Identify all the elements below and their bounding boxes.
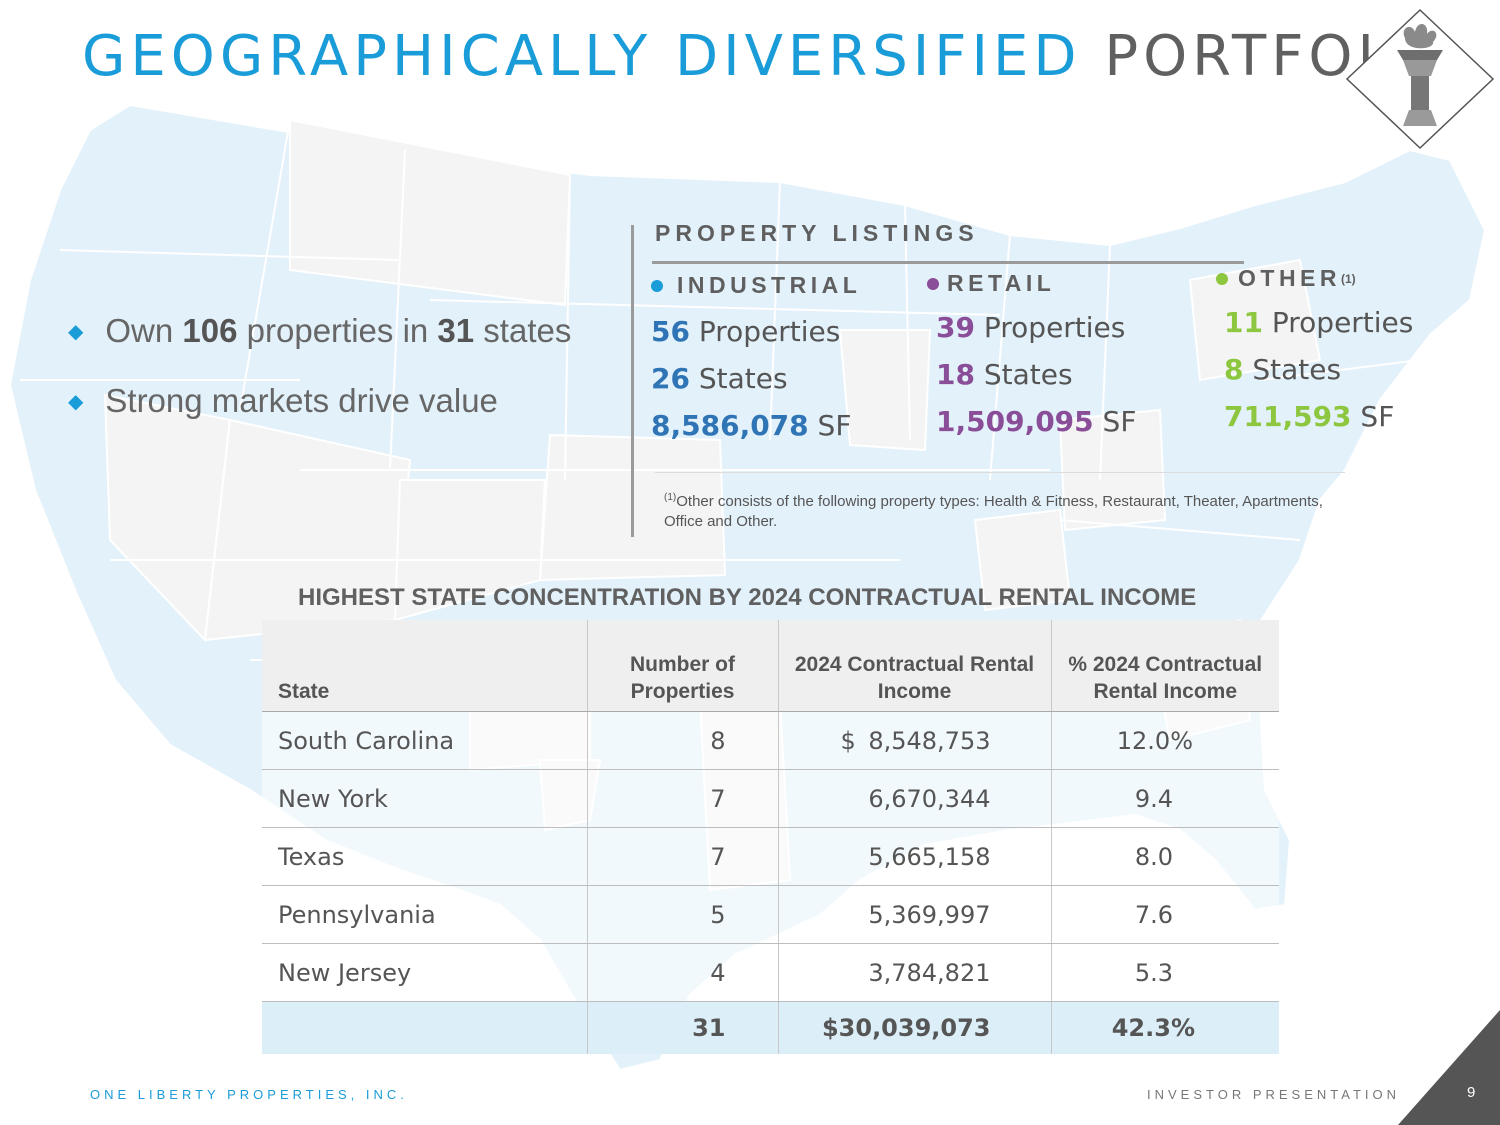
table-row: New Jersey 4 3,784,821 5.3: [262, 943, 1279, 1002]
cell-state: Texas: [262, 827, 587, 886]
cell-count: 5: [586, 885, 778, 944]
retail-sf: 1,509,095 SF: [936, 405, 1137, 438]
industrial-sf: 8,586,078 SF: [651, 409, 852, 442]
bullet-properties-text: Own 106 properties in 31 states: [105, 312, 572, 349]
industrial-column: INDUSTRIAL 56 Properties 26 States 8,586…: [651, 272, 861, 442]
cell-state: New Jersey: [262, 943, 587, 1002]
diamond-bullet-icon: ◆: [68, 390, 84, 413]
footer-presentation: INVESTOR PRESENTATION: [1147, 1087, 1401, 1102]
cell-state: Pennsylvania: [262, 885, 587, 944]
retail-properties: 39 Properties: [936, 311, 1126, 344]
retail-states: 18 States: [936, 358, 1073, 391]
key-points: ◆ Own 106 properties in 31 states ◆ Stro…: [68, 312, 571, 452]
table-title: HIGHEST STATE CONCENTRATION BY 2024 CONT…: [298, 584, 1197, 611]
retail-dot-icon: [927, 277, 939, 290]
cell-pct: 7.6: [1050, 885, 1279, 944]
listings-divider: [631, 225, 634, 537]
industrial-states: 26 States: [651, 362, 788, 395]
total-count: 31: [586, 1001, 778, 1054]
cell-count: 7: [586, 769, 778, 828]
other-states: 8 States: [1224, 353, 1342, 386]
retail-heading: RETAIL: [927, 270, 1136, 297]
corner-triangle: [1398, 1010, 1500, 1125]
state-concentration-table: State Number of Properties 2024 Contract…: [262, 620, 1279, 1054]
cell-count: 4: [586, 943, 778, 1002]
page-number: 9: [1467, 1084, 1476, 1101]
cell-income: $8,548,753: [777, 711, 1051, 770]
total-income: $30,039,073: [777, 1001, 1051, 1054]
other-properties: 11 Properties: [1224, 306, 1414, 339]
cell-pct: 8.0: [1050, 827, 1279, 886]
bullet-properties: ◆ Own 106 properties in 31 states: [68, 312, 571, 350]
cell-state: South Carolina: [262, 711, 587, 770]
cell-income: 6,670,344: [777, 769, 1051, 828]
cell-count: 8: [586, 711, 778, 770]
header-state: State: [262, 620, 587, 712]
other-heading: OTHER (1): [1216, 265, 1413, 292]
industrial-heading: INDUSTRIAL: [651, 272, 861, 299]
header-rental-income: 2024 Contractual Rental Income: [777, 620, 1051, 712]
other-dot-icon: [1216, 272, 1228, 285]
bullet-markets-text: Strong markets drive value: [105, 382, 498, 419]
header-number-of-properties: Number of Properties: [586, 620, 778, 712]
industrial-properties: 56 Properties: [651, 315, 841, 348]
cell-pct: 9.4: [1050, 769, 1279, 828]
table-total-row: 31 $30,039,073 42.3%: [262, 1001, 1279, 1054]
other-sf: 711,593 SF: [1224, 400, 1395, 433]
page-title: GEOGRAPHICALLY DIVERSIFIED PORTFOLIO: [82, 24, 1464, 89]
other-column: OTHER (1) 11 Properties 8 States 711,593 …: [1216, 265, 1413, 433]
cell-income: 5,369,997: [777, 885, 1051, 944]
footer-company: ONE LIBERTY PROPERTIES, INC.: [90, 1087, 408, 1102]
listings-rule: [652, 261, 1244, 264]
cell-income: 5,665,158: [777, 827, 1051, 886]
footnote: (1)Other consists of the following prope…: [664, 492, 1323, 530]
listings-title: PROPERTY LISTINGS: [655, 220, 979, 246]
cell-pct: 5.3: [1050, 943, 1279, 1002]
total-label: [262, 1001, 587, 1054]
table-row: Texas 7 5,665,158 8.0: [262, 827, 1279, 886]
bullet-markets: ◆ Strong markets drive value: [68, 382, 571, 420]
header-pct-rental-income: % 2024 Contractual Rental Income: [1050, 620, 1279, 712]
retail-column: RETAIL 39 Properties 18 States 1,509,095…: [927, 270, 1136, 438]
table-header-row: State Number of Properties 2024 Contract…: [262, 620, 1279, 712]
table-row: South Carolina 8 $8,548,753 12.0%: [262, 711, 1279, 770]
diamond-bullet-icon: ◆: [68, 320, 84, 343]
footnote-divider: [655, 472, 1345, 473]
title-highlight: GEOGRAPHICALLY DIVERSIFIED: [82, 24, 1082, 89]
table-row: New York 7 6,670,344 9.4: [262, 769, 1279, 828]
cell-count: 7: [586, 827, 778, 886]
cell-income: 3,784,821: [777, 943, 1051, 1002]
statue-of-liberty-torch-logo: [1345, 8, 1495, 150]
total-pct: 42.3%: [1050, 1001, 1279, 1054]
table-row: Pennsylvania 5 5,369,997 7.6: [262, 885, 1279, 944]
cell-state: New York: [262, 769, 587, 828]
cell-pct: 12.0%: [1050, 711, 1279, 770]
industrial-dot-icon: [651, 279, 663, 292]
